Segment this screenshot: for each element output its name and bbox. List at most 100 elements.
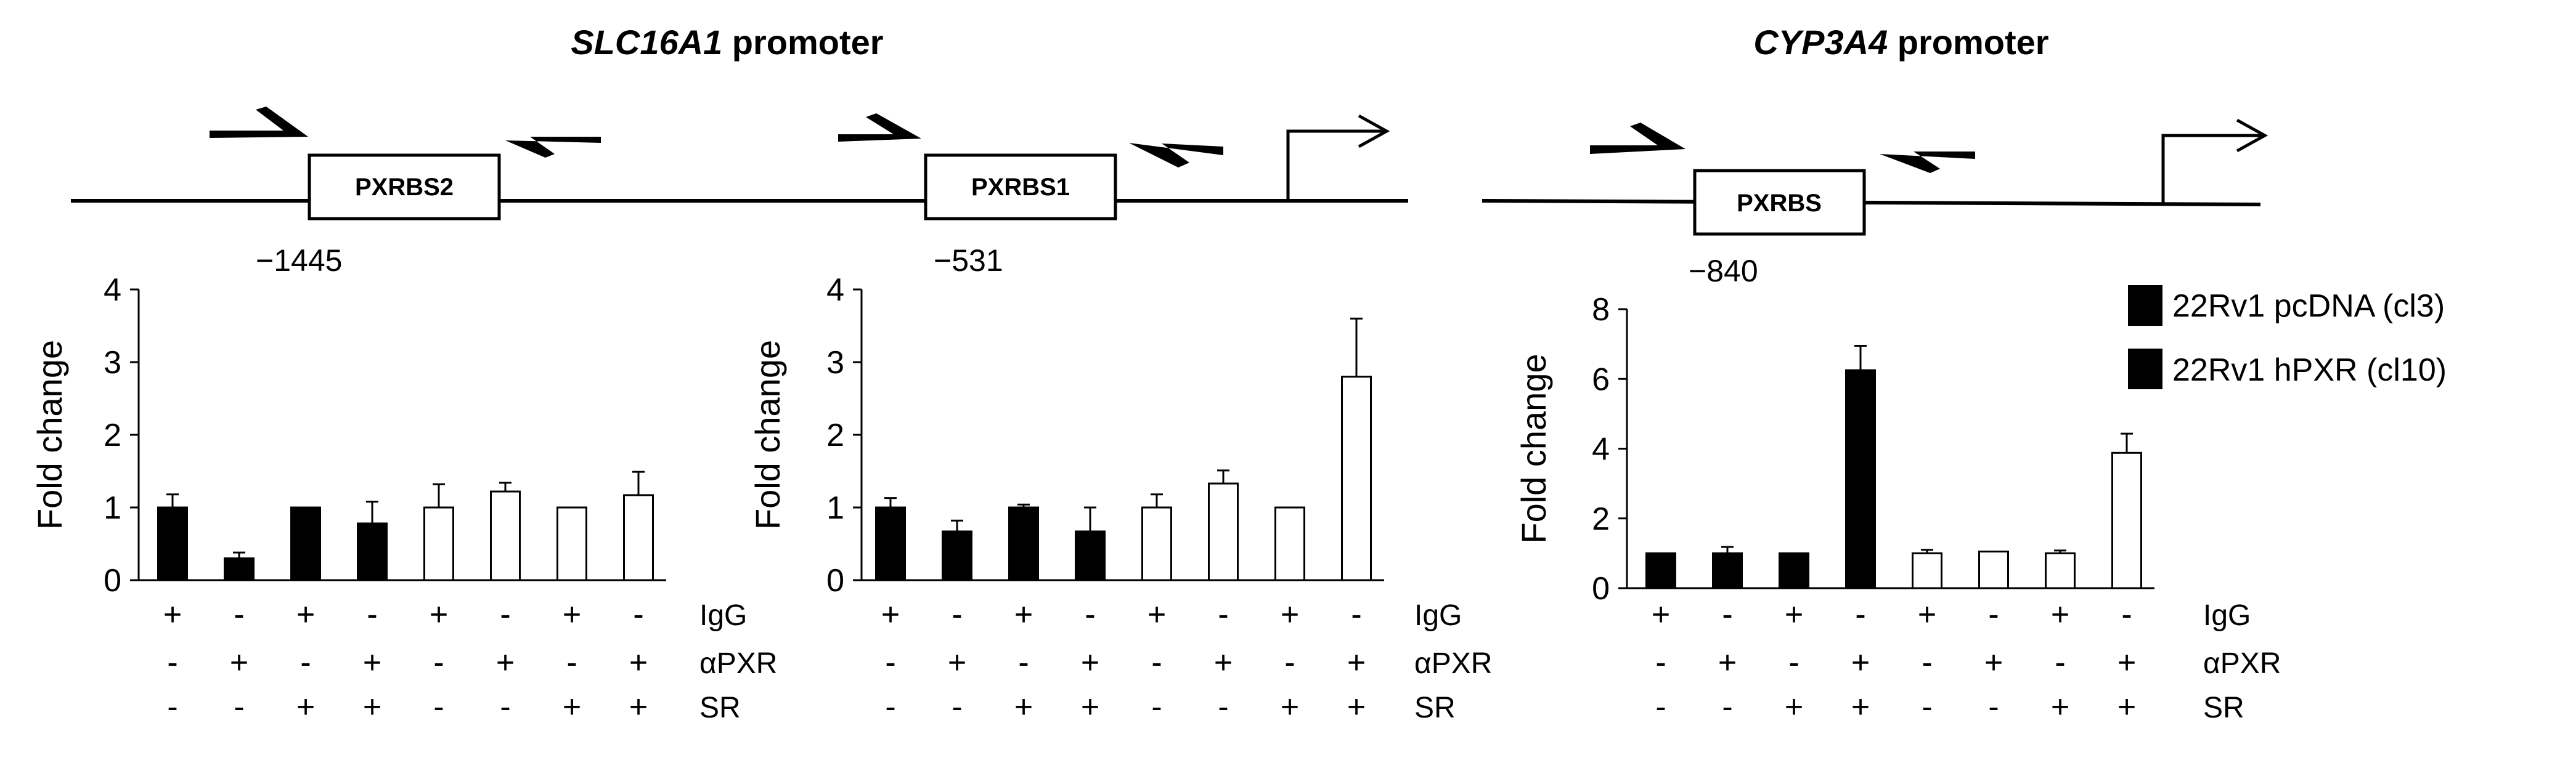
- y-tick-label: 1: [826, 490, 844, 526]
- bar: [1978, 551, 2009, 589]
- chart-slc16a1-pxrbs1: 0 1 2 3 4 Fold change + - + - + - + - IgG - + - + - + - + αPXR -…: [748, 272, 1492, 725]
- condition-symbol: -: [2055, 645, 2065, 681]
- condition-symbol: +: [1718, 645, 1737, 681]
- condition-symbol: -: [1151, 645, 1162, 681]
- condition-row-label: SR: [699, 692, 741, 724]
- title-gene-cyp3a4: CYP3A4: [1753, 23, 1888, 62]
- bar: [556, 506, 587, 581]
- condition-symbol: -: [167, 689, 177, 725]
- bar: [1912, 552, 1942, 589]
- condition-symbol: -: [1284, 645, 1295, 681]
- bar: [1712, 552, 1743, 589]
- condition-symbol: +: [1347, 645, 1366, 681]
- condition-symbol: +: [1081, 645, 1099, 681]
- condition-symbol: -: [1922, 645, 1932, 681]
- condition-row-label: SR: [2203, 692, 2244, 724]
- condition-row-label: SR: [1414, 692, 1456, 724]
- y-tick-label: 3: [104, 345, 121, 381]
- condition-symbol: +: [1851, 689, 1870, 725]
- bar: [224, 557, 255, 581]
- condition-symbol: +: [2117, 645, 2136, 681]
- site-box-pxrbs1: [924, 153, 1117, 220]
- primer-reverse-icon: [505, 137, 601, 158]
- condition-symbol: +: [1785, 597, 1803, 633]
- y-tick-label: 4: [1592, 432, 1610, 467]
- bar: [1141, 506, 1172, 581]
- panel-title-cyp3a4: CYP3A4 promoter: [1753, 23, 2048, 62]
- condition-symbol: -: [1722, 689, 1732, 725]
- condition-symbol: +: [881, 597, 900, 633]
- bar: [1008, 506, 1039, 581]
- condition-symbol: +: [948, 645, 966, 681]
- condition-symbol: +: [1081, 689, 1099, 725]
- y-axis-label: Fold change: [30, 340, 69, 530]
- site-box-pxrbs2: [308, 153, 501, 220]
- condition-symbol: +: [1147, 597, 1166, 633]
- condition-symbol: -: [367, 597, 377, 633]
- condition-symbol: +: [2117, 689, 2136, 725]
- panel-title-slc16a1: SLC16A1 promoter: [571, 23, 883, 62]
- bar: [1779, 552, 1809, 589]
- condition-symbol: +: [1281, 597, 1299, 633]
- condition-symbol: -: [300, 645, 311, 681]
- condition-symbol: +: [230, 645, 248, 681]
- condition-symbol: -: [633, 597, 643, 633]
- condition-row-label: IgG: [699, 599, 747, 632]
- bar: [1845, 369, 1876, 589]
- legend: 22Rv1 pcDNA (cl3) 22Rv1 hPXR (cl10): [2128, 285, 2447, 389]
- condition-symbol: +: [296, 597, 315, 633]
- condition-symbol: +: [2051, 689, 2069, 725]
- site-label-pxrbs1: PXRBS1: [971, 174, 1070, 201]
- condition-symbol: +: [296, 689, 315, 725]
- condition-symbol: -: [1655, 645, 1666, 681]
- condition-symbol: -: [1151, 689, 1162, 725]
- tss-arrowhead-cyp3a4: [2236, 118, 2268, 153]
- bar: [1645, 552, 1676, 589]
- y-tick-label: 2: [1592, 501, 1610, 537]
- legend-label-hpxr: 22Rv1 hPXR (cl10): [2172, 352, 2447, 388]
- promoter-line-cyp3a4: [1482, 199, 2261, 206]
- site-box-pxrbs: [1693, 169, 1866, 236]
- primers-slc16a1: [210, 107, 1223, 168]
- bar: [1341, 376, 1372, 581]
- condition-symbol: -: [2121, 597, 2132, 633]
- bar: [1274, 506, 1305, 581]
- condition-symbol: -: [952, 689, 962, 725]
- y-tick-label: 0: [104, 563, 121, 599]
- primer-forward-icon: [210, 107, 308, 138]
- condition-symbol: +: [1281, 689, 1299, 725]
- primer-forward-icon: [1590, 123, 1685, 154]
- promoter-diagram-cyp3a4: [1482, 118, 2268, 236]
- primer-forward-icon: [838, 113, 921, 142]
- site-label-pxrbs: PXRBS: [1737, 190, 1822, 217]
- site-position-pxrbs: −840: [1689, 254, 1758, 288]
- bar: [2045, 552, 2076, 589]
- condition-symbol: +: [1014, 689, 1033, 725]
- primer-reverse-icon: [1880, 152, 1975, 173]
- condition-symbol: -: [1218, 689, 1228, 725]
- condition-symbol: -: [1988, 597, 1999, 633]
- condition-symbol: +: [1652, 597, 1670, 633]
- condition-symbol: +: [163, 597, 182, 633]
- y-tick-label: 0: [1592, 571, 1610, 607]
- condition-symbol: -: [433, 689, 444, 725]
- y-tick-label: 4: [104, 272, 121, 308]
- primer-reverse-icon: [1129, 143, 1223, 168]
- condition-symbol: -: [885, 645, 895, 681]
- condition-symbol: -: [1655, 689, 1666, 725]
- tss-arrow-slc16a1: [1286, 129, 1384, 201]
- title-rest-slc16a1: promoter: [722, 23, 883, 62]
- bar: [1075, 530, 1106, 581]
- bar: [623, 494, 654, 581]
- title-rest-cyp3a4: promoter: [1888, 23, 2048, 62]
- bar: [942, 530, 972, 581]
- y-tick-label: 0: [826, 563, 844, 599]
- condition-symbol: +: [1214, 645, 1233, 681]
- condition-symbol: +: [1984, 645, 2003, 681]
- condition-symbol: -: [952, 597, 962, 633]
- condition-symbol: -: [1722, 597, 1732, 633]
- site-label-pxrbs2: PXRBS2: [355, 174, 454, 201]
- chart-slc16a1-pxrbs2: 0 1 2 3 4 Fold change + - + - + - + - IgG - + - + - + - + αPXR -…: [30, 272, 777, 725]
- condition-symbol: +: [563, 597, 581, 633]
- y-axis-label: Fold change: [748, 340, 787, 530]
